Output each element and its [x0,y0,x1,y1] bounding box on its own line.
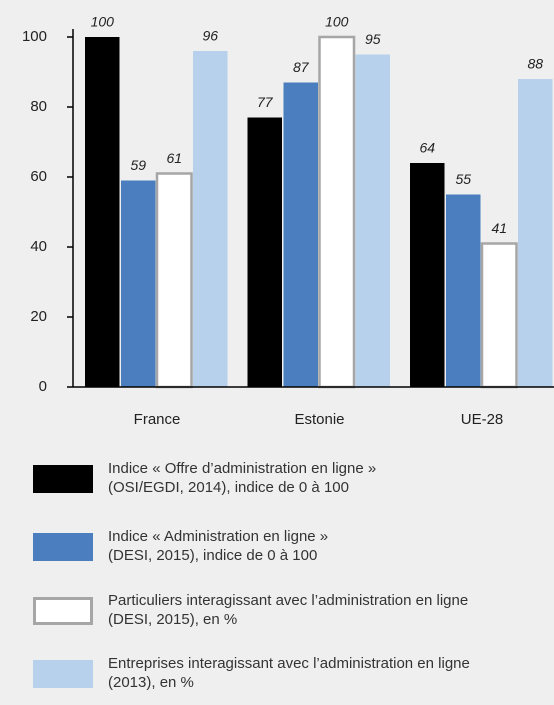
value-label vl: 61 [166,150,182,166]
bar [283,82,318,387]
value-label vl: 64 [419,140,435,156]
bar [355,54,390,387]
y-tick-label: 80 [30,98,47,115]
value-label vl: 95 [365,31,381,47]
bar [85,37,120,387]
bar [155,172,193,389]
value-label vl: 88 [527,56,543,72]
value-label vl: 87 [293,59,310,75]
legend-label: Entreprises interagissant avec l’adminis… [108,655,470,691]
y-tick-label: 100 [22,28,47,45]
legend-label: Particuliers interagissant avec l’admini… [108,592,469,628]
y-tick-label: 40 [30,238,47,255]
bar [480,242,518,389]
value-label vl: 100 [91,14,115,30]
value-label vl: 77 [257,94,274,110]
legend-swatch [33,660,93,688]
bar [121,180,156,387]
x-tick-label: France [134,411,181,428]
value-label vl: 41 [491,220,507,236]
bar [410,163,445,387]
y-tick-label: 20 [30,308,47,325]
value-label vl: 100 [325,14,349,30]
bar [318,35,356,389]
legend-swatch [33,597,93,625]
legend-swatch [33,533,93,561]
chart: 0 20 40 60 80 100 France 100 59 61 96 Estonie 77 87 10… [22,14,554,428]
value-label vl: 59 [130,157,146,173]
bar [193,51,228,387]
legend-label: Indice « Offre d’administration en ligne… [108,460,377,496]
bar [247,117,282,387]
x-tick-label: UE-28 [461,411,504,428]
legend-label: Indice « Administration en ligne » (DESI… [108,528,329,564]
y-tick-label: 0 [39,378,47,395]
y-tick-label: 60 [30,168,47,185]
value-label vl: 55 [455,171,471,187]
bar [518,79,553,387]
value-label vl: 96 [202,28,218,44]
x-tick-label: Estonie [294,411,344,428]
bar [446,194,481,387]
legend-swatch [33,465,93,493]
